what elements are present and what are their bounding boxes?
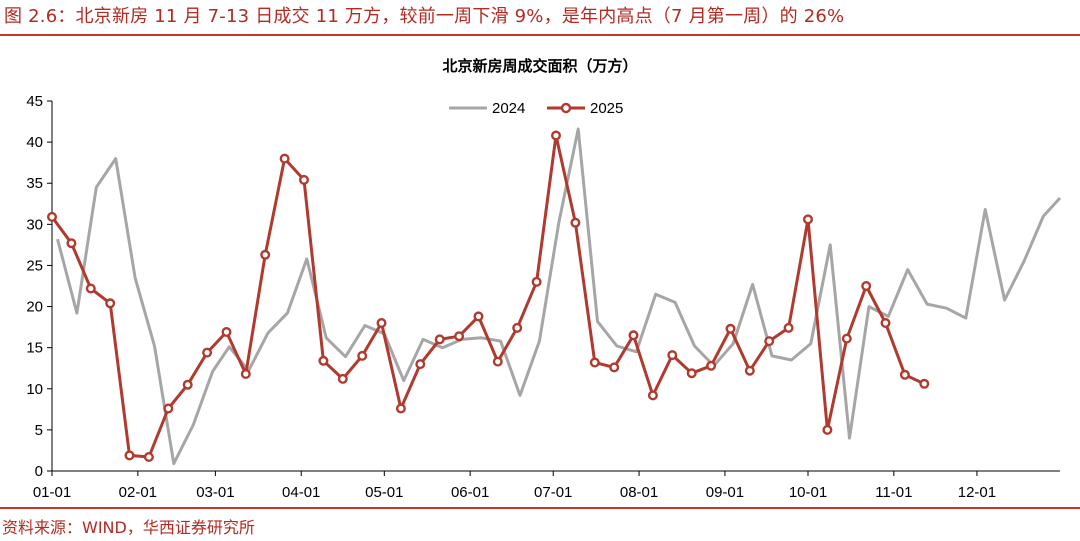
data-point-2025 <box>822 424 833 435</box>
data-point-2025 <box>182 379 193 390</box>
data-point-2025 <box>706 360 717 371</box>
data-point-2025 <box>551 130 562 141</box>
data-point-2025 <box>744 365 755 376</box>
data-point-2025 <box>47 211 58 222</box>
x-tick-label: 11-01 <box>875 484 912 501</box>
data-point-2025 <box>880 318 891 329</box>
y-tick-label: 10 <box>26 381 43 398</box>
y-tick-label: 0 <box>35 463 43 480</box>
data-point-2025 <box>299 174 310 185</box>
data-point-2025 <box>202 347 213 358</box>
data-point-2025 <box>512 322 523 333</box>
data-point-2025 <box>919 378 930 389</box>
chart-series <box>47 127 1062 466</box>
y-tick-label: 30 <box>26 216 43 233</box>
y-tick-label: 40 <box>26 134 43 151</box>
data-point-2025 <box>337 373 348 384</box>
legend-label-2025: 2025 <box>590 100 623 117</box>
y-tick-label: 20 <box>26 299 43 316</box>
series-line-2025 <box>50 134 925 459</box>
data-point-2025 <box>783 322 794 333</box>
series-2025 <box>47 130 930 463</box>
data-point-2025 <box>609 362 620 373</box>
x-tick-label: 10-01 <box>789 484 827 501</box>
y-tick-label: 15 <box>26 340 43 357</box>
data-point-2025 <box>841 333 852 344</box>
data-point-2025 <box>454 331 465 342</box>
bottom-divider <box>0 507 1080 509</box>
data-point-2025 <box>492 356 503 367</box>
y-tick-label: 25 <box>26 257 43 274</box>
x-tick-label: 05-01 <box>365 484 403 501</box>
data-point-2025 <box>899 369 910 380</box>
legend-marker-2025 <box>560 102 572 114</box>
x-tick-label: 06-01 <box>451 484 489 501</box>
legend-label-2024: 2024 <box>492 100 525 117</box>
data-point-2025 <box>105 298 116 309</box>
data-point-2025 <box>434 334 445 345</box>
x-tick-label: 04-01 <box>282 484 320 501</box>
data-point-2025 <box>725 323 736 334</box>
data-point-2025 <box>376 318 387 329</box>
data-point-2025 <box>163 403 174 414</box>
data-point-2025 <box>66 238 77 249</box>
series-line-2024 <box>56 127 1062 466</box>
series-2024 <box>56 127 1062 466</box>
data-point-2025 <box>570 217 581 228</box>
figure-title: 图 2.6：北京新房 11 月 7-13 日成交 11 万方，较前一周下滑 9%… <box>4 6 845 27</box>
data-point-2025 <box>240 369 251 380</box>
data-point-2025 <box>686 368 697 379</box>
y-tick-label: 35 <box>26 175 43 192</box>
data-point-2025 <box>318 355 329 366</box>
data-point-2025 <box>415 359 426 370</box>
data-point-2025 <box>395 403 406 414</box>
data-point-2025 <box>260 249 271 260</box>
x-tick-label: 07-01 <box>534 484 572 501</box>
data-point-2025 <box>764 336 775 347</box>
x-tick-label: 03-01 <box>196 484 234 501</box>
x-tick-label: 02-01 <box>119 484 157 501</box>
y-tick-label: 5 <box>35 422 43 439</box>
x-tick-label: 08-01 <box>620 484 658 501</box>
y-tick-label: 45 <box>26 93 43 110</box>
data-point-2025 <box>628 330 639 341</box>
data-point-2025 <box>279 153 290 164</box>
data-point-2025 <box>143 452 154 463</box>
data-point-2025 <box>589 357 600 368</box>
data-point-2025 <box>85 283 96 294</box>
data-point-2025 <box>667 350 678 361</box>
chart-legend: 2024 2025 <box>449 100 623 117</box>
data-point-2025 <box>531 276 542 287</box>
x-tick-label: 12-01 <box>958 484 996 501</box>
top-divider <box>0 34 1080 36</box>
x-tick-label: 09-01 <box>706 484 744 501</box>
x-tick-label: 01-01 <box>33 484 71 501</box>
data-point-2025 <box>647 390 658 401</box>
data-point-2025 <box>473 311 484 322</box>
data-point-2025 <box>357 350 368 361</box>
data-point-2025 <box>124 450 135 461</box>
data-point-2025 <box>803 214 814 225</box>
data-point-2025 <box>221 327 232 338</box>
data-point-2025 <box>861 281 872 292</box>
source-note: 资料来源：WIND，华西证券研究所 <box>2 518 255 537</box>
chart-title: 北京新房周成交面积（万方） <box>442 57 637 75</box>
